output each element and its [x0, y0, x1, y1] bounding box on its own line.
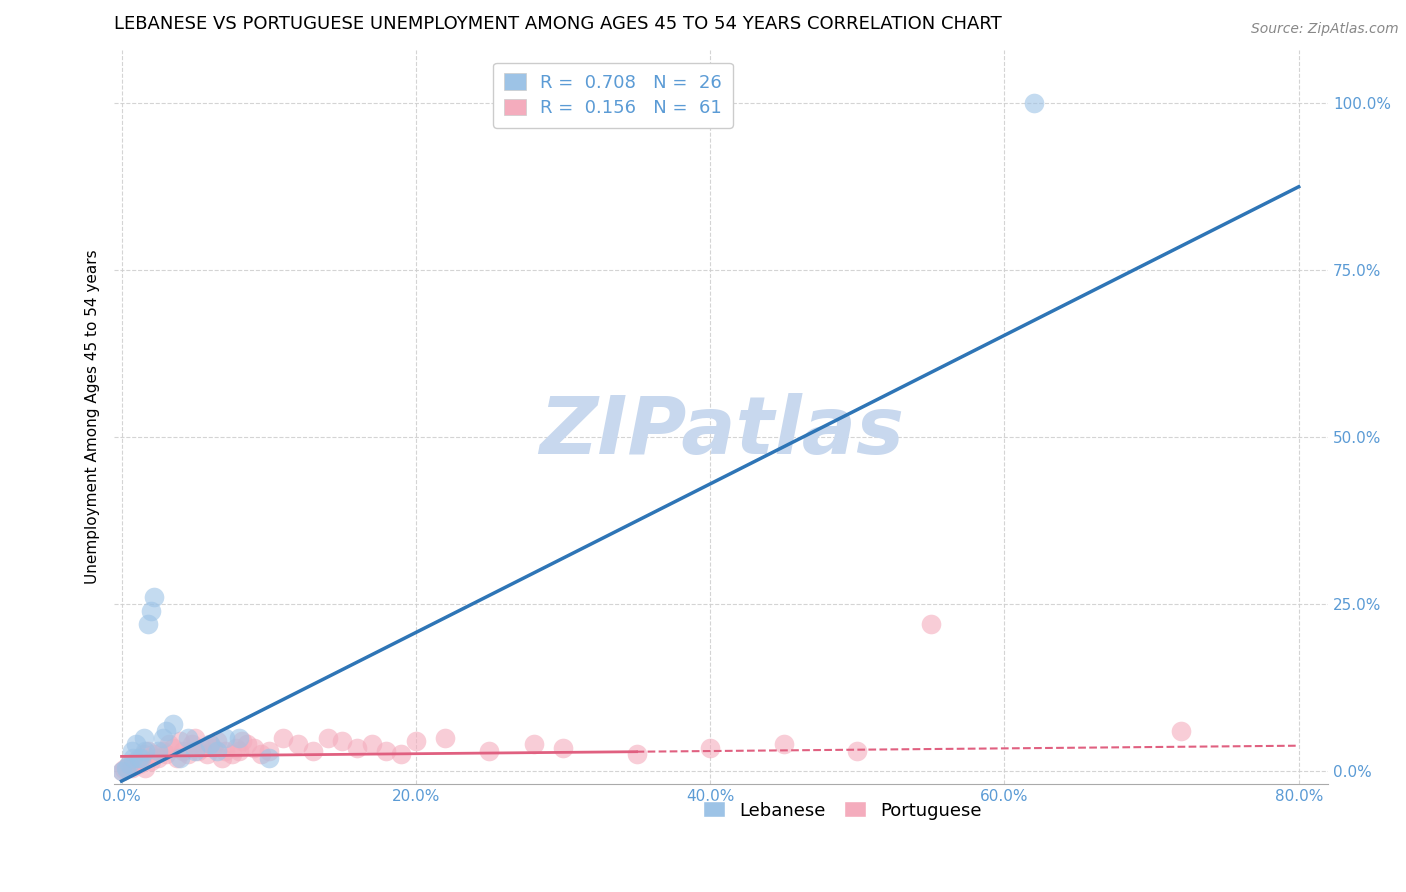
Point: [139, 754, 162, 768]
Point: [121, 761, 143, 775]
Point: [148, 750, 170, 764]
Point: [250, 747, 273, 762]
Legend: Lebanese, Portuguese: Lebanese, Portuguese: [696, 794, 988, 827]
Point: [166, 750, 188, 764]
Point: [346, 740, 368, 755]
Point: [110, 764, 132, 778]
Point: [375, 744, 398, 758]
Point: [184, 731, 207, 745]
Point: [136, 744, 159, 758]
Point: [134, 761, 156, 775]
Point: [122, 758, 145, 772]
Point: [205, 744, 228, 758]
Point: [191, 740, 214, 755]
Point: [1022, 96, 1045, 111]
Point: [846, 744, 869, 758]
Point: [155, 724, 177, 739]
Point: [152, 731, 174, 745]
Point: [155, 747, 177, 762]
Point: [225, 740, 247, 755]
Point: [522, 737, 544, 751]
Point: [148, 744, 170, 758]
Point: [195, 747, 218, 762]
Point: [142, 747, 165, 762]
Point: [139, 604, 162, 618]
Point: [169, 750, 191, 764]
Point: [330, 734, 353, 748]
Point: [187, 744, 209, 758]
Point: [118, 757, 141, 772]
Point: [257, 744, 280, 758]
Point: [128, 757, 150, 772]
Point: [115, 761, 138, 775]
Point: [772, 737, 794, 751]
Text: LEBANESE VS PORTUGUESE UNEMPLOYMENT AMONG AGES 45 TO 54 YEARS CORRELATION CHART: LEBANESE VS PORTUGUESE UNEMPLOYMENT AMON…: [114, 15, 1002, 33]
Point: [214, 744, 236, 758]
Point: [128, 750, 150, 764]
Point: [287, 737, 309, 751]
Point: [231, 734, 253, 748]
Y-axis label: Unemployment Among Ages 45 to 54 years: Unemployment Among Ages 45 to 54 years: [86, 250, 100, 584]
Point: [478, 744, 501, 758]
Point: [405, 734, 427, 748]
Text: Source: ZipAtlas.com: Source: ZipAtlas.com: [1251, 22, 1399, 37]
Point: [205, 734, 228, 748]
Point: [699, 740, 721, 755]
Point: [184, 744, 207, 758]
Point: [228, 744, 250, 758]
Point: [201, 740, 224, 755]
Point: [152, 744, 174, 758]
Point: [302, 744, 325, 758]
Point: [626, 747, 648, 762]
Point: [920, 617, 942, 632]
Point: [1170, 724, 1192, 739]
Point: [177, 747, 200, 762]
Point: [177, 731, 200, 745]
Point: [132, 747, 155, 762]
Point: [125, 754, 148, 768]
Point: [129, 750, 152, 764]
Point: [132, 731, 155, 745]
Point: [211, 750, 233, 764]
Point: [181, 737, 204, 751]
Point: [273, 731, 295, 745]
Point: [162, 717, 184, 731]
Point: [316, 731, 339, 745]
Point: [114, 762, 136, 776]
Point: [162, 740, 184, 755]
Point: [121, 744, 143, 758]
Point: [134, 744, 156, 758]
Point: [257, 750, 280, 764]
Point: [118, 757, 141, 772]
Point: [169, 734, 191, 748]
Point: [125, 737, 148, 751]
Point: [117, 761, 139, 775]
Point: [157, 737, 180, 751]
Point: [228, 731, 250, 745]
Point: [389, 747, 412, 762]
Point: [198, 737, 221, 751]
Text: ZIPatlas: ZIPatlas: [538, 392, 904, 471]
Point: [110, 764, 132, 778]
Point: [198, 737, 221, 751]
Point: [551, 740, 574, 755]
Point: [172, 744, 194, 758]
Point: [221, 747, 243, 762]
Point: [122, 750, 145, 764]
Point: [136, 617, 159, 632]
Point: [129, 750, 152, 764]
Point: [214, 731, 236, 745]
Point: [360, 737, 382, 751]
Point: [235, 737, 257, 751]
Point: [142, 591, 165, 605]
Point: [434, 731, 457, 745]
Point: [243, 740, 266, 755]
